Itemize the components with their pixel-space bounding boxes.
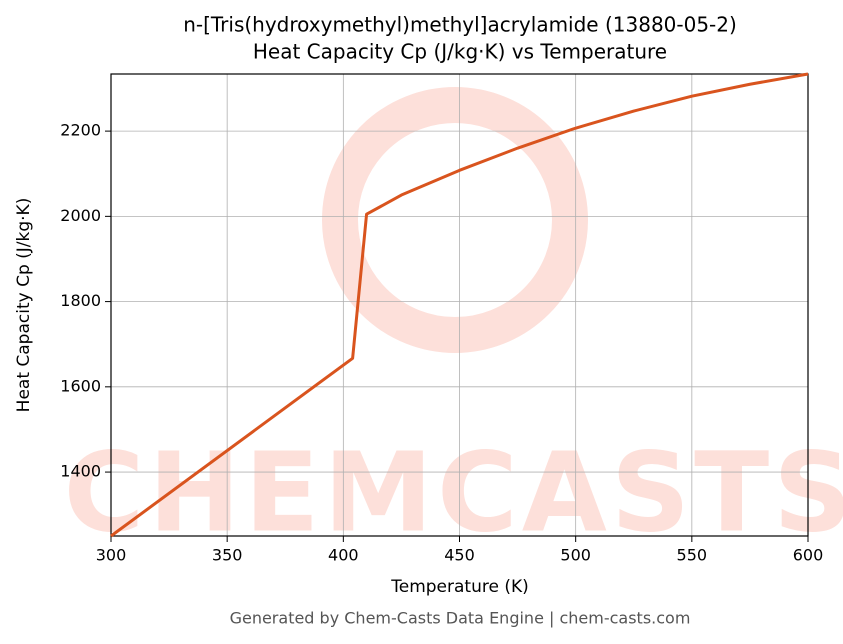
y-tick-label: 1800 (60, 291, 101, 310)
x-tick-label: 350 (212, 546, 243, 565)
x-axis-label: Temperature (K) (390, 577, 529, 597)
x-tick-label: 500 (560, 546, 591, 565)
y-axis-label: Heat Capacity Cp (J/kg·K) (14, 198, 34, 413)
watermark-logo (322, 87, 588, 353)
watermark: CHEMCASTS (64, 428, 843, 556)
x-tick-label: 300 (96, 546, 127, 565)
x-tick-label: 400 (328, 546, 359, 565)
chart-title: n-[Tris(hydroxymethyl)methyl]acrylamide … (183, 13, 737, 37)
y-tick-label: 2200 (60, 121, 101, 140)
y-tick-label: 1400 (60, 462, 101, 481)
x-tick-label: 600 (793, 546, 824, 565)
y-tick-label: 2000 (60, 206, 101, 225)
footer: Generated by Chem-Casts Data Engine | ch… (230, 609, 691, 628)
y-tick-label: 1600 (60, 376, 101, 395)
chart-subtitle: Heat Capacity Cp (J/kg·K) vs Temperature (253, 40, 667, 64)
x-tick-label: 450 (444, 546, 475, 565)
data-line (110, 72, 809, 538)
x-tick-label: 550 (677, 546, 708, 565)
plot-frame (110, 73, 809, 537)
